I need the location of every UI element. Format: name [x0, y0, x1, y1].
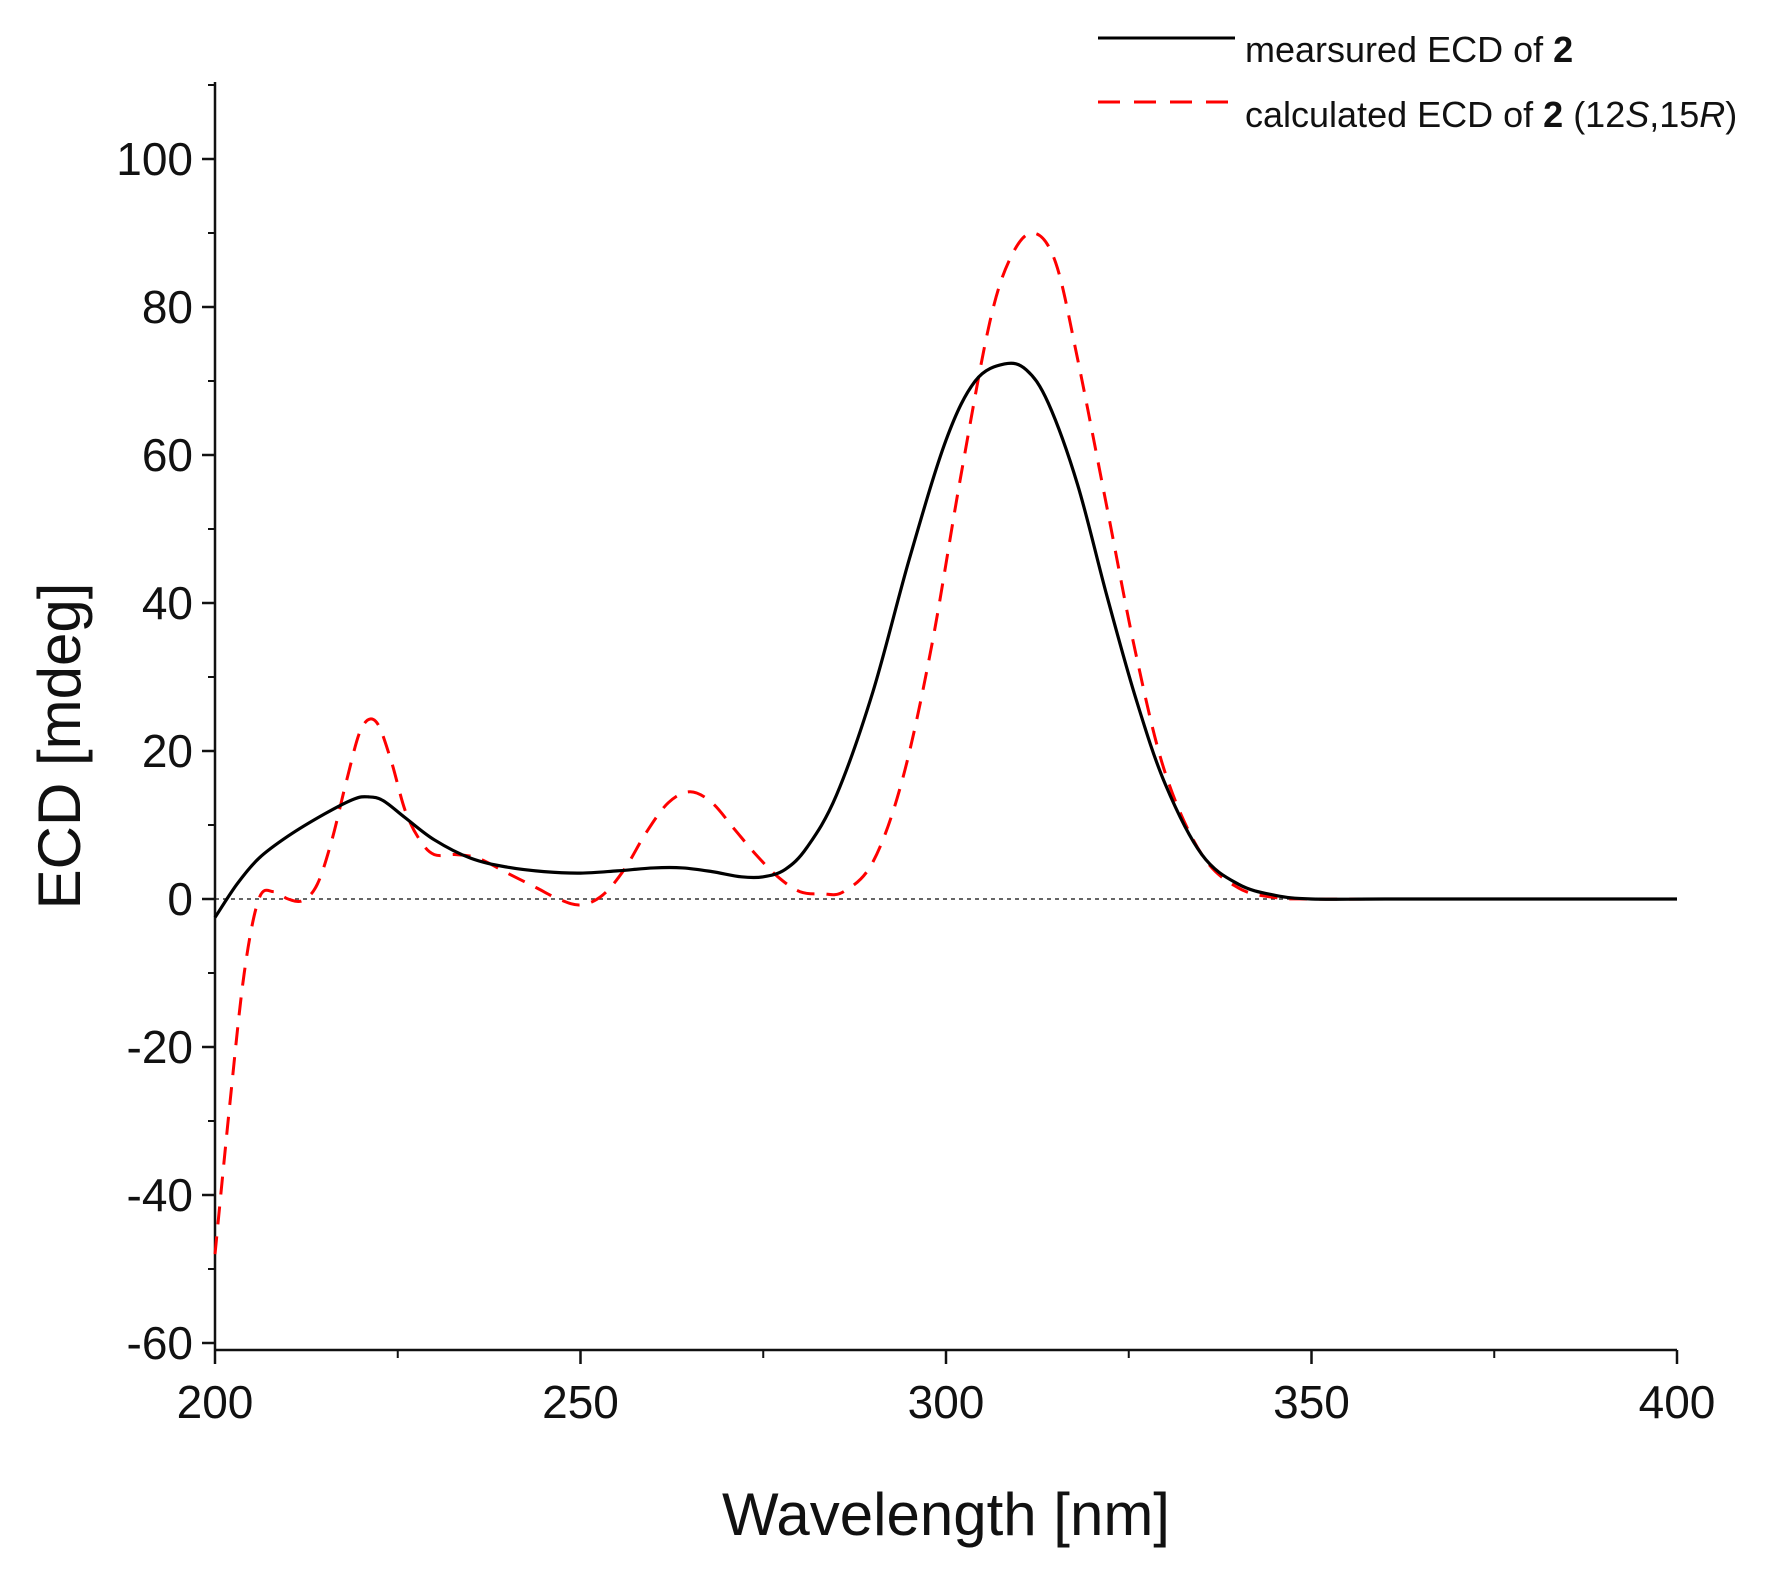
legend-label-measured: mearsured ECD of 2	[1245, 29, 1573, 70]
legend-text-part: 2	[1543, 94, 1563, 135]
y-tick-label: 40	[142, 577, 193, 629]
legend-text-part: 2	[1553, 29, 1573, 70]
y-tick-label: 60	[142, 429, 193, 481]
y-tick-label: 0	[167, 873, 193, 925]
x-tick-label: 350	[1273, 1376, 1350, 1428]
measured-ecd-series	[213, 361, 1677, 919]
y-axis-title: ECD [mdeg]	[26, 583, 93, 910]
x-axis-title: Wavelength [nm]	[722, 1481, 1170, 1548]
y-tick-label: 100	[116, 133, 193, 185]
y-tick-label: 20	[142, 725, 193, 777]
y-tick-label: 80	[142, 281, 193, 333]
y-tick-label: -20	[127, 1021, 193, 1073]
x-tick-label: 200	[177, 1376, 254, 1428]
calculated-ecd-series	[213, 231, 1677, 1255]
legend-text-part: calculated ECD of	[1245, 94, 1543, 135]
x-tick-label: 300	[908, 1376, 985, 1428]
series-layer	[213, 231, 1677, 1255]
legend-text-part: R	[1699, 94, 1725, 135]
legend-text-part: mearsured ECD of	[1245, 29, 1553, 70]
legend-label-calculated: calculated ECD of 2 (12S,15R)	[1245, 94, 1737, 135]
labels-layer: -60 -40 -20 0 20 40 60 80 100 200 250 300 350 400 Wave…	[26, 133, 1715, 1548]
legend-text-part: S	[1625, 94, 1649, 135]
legend-text-part: ,15	[1649, 94, 1699, 135]
y-tick-label: -60	[127, 1317, 193, 1369]
legend-text-part: (12	[1563, 94, 1625, 135]
x-tick-label: 400	[1639, 1376, 1716, 1428]
y-tick-label: -40	[127, 1169, 193, 1221]
x-tick-label: 250	[542, 1376, 619, 1428]
legend-text-part: )	[1725, 94, 1737, 135]
